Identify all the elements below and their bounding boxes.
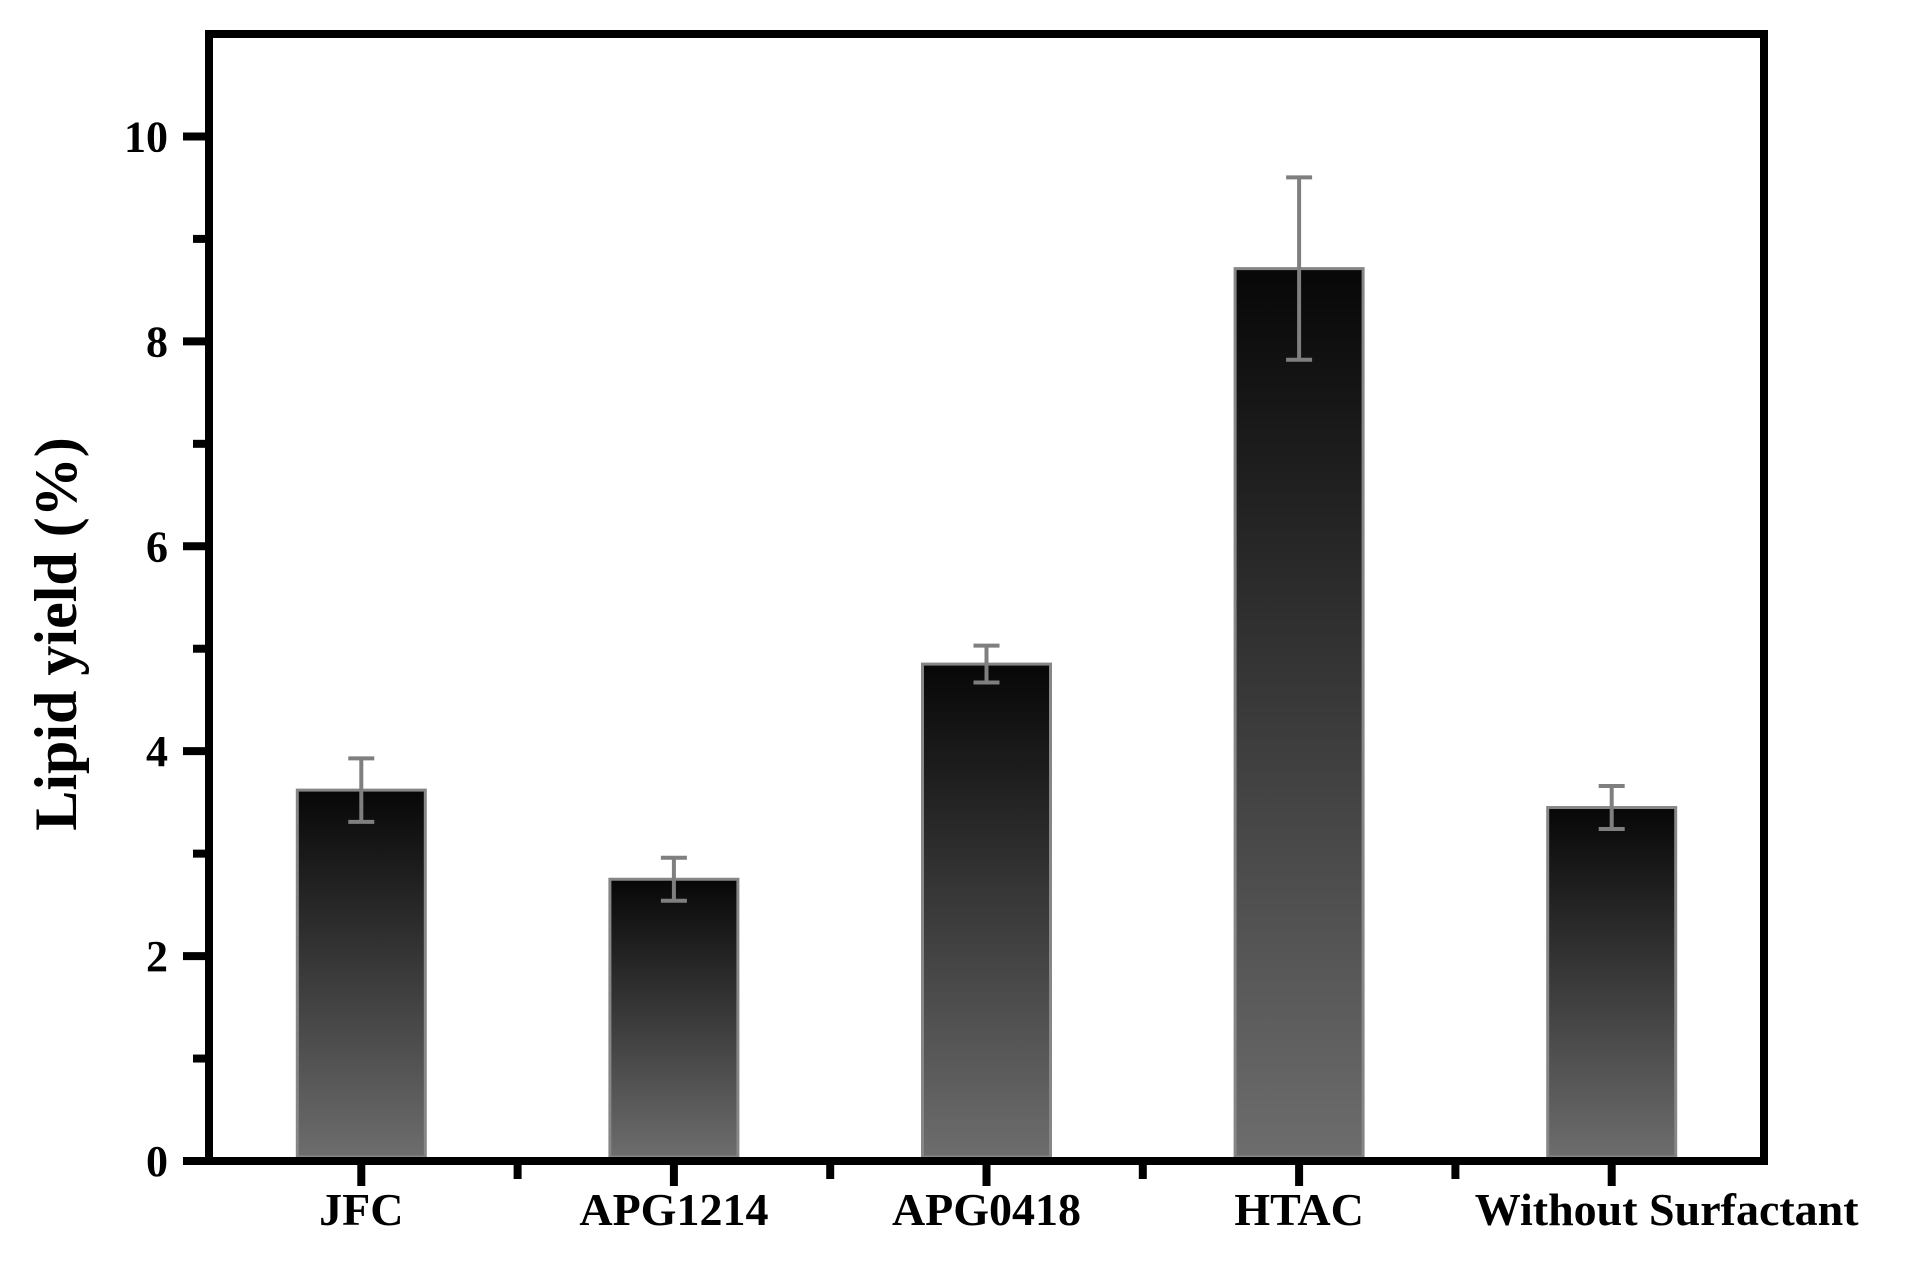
bar-apg1214 [608, 877, 740, 1159]
x-axis-ticks: JFC APG1214 APG0418 HTAC Without Surfactant [319, 1165, 1859, 1235]
bar-jfc [295, 788, 427, 1159]
y-tick-label: 4 [146, 727, 168, 776]
y-axis-title: Lipid yield (%) [23, 437, 89, 831]
axes-frame [205, 30, 1768, 1165]
bar-apg0418 [921, 662, 1052, 1159]
bar-htac [1233, 267, 1365, 1159]
y-tick-label: 10 [124, 112, 168, 161]
x-tick-label: JFC [319, 1184, 403, 1235]
error-bars-group [348, 175, 1625, 903]
y-tick-label: 0 [146, 1137, 168, 1186]
y-tick-label: 8 [146, 317, 168, 366]
x-tick-label: Without Surfactant [1475, 1184, 1859, 1235]
y-tick-label: 6 [146, 522, 168, 571]
bars-group [295, 267, 1678, 1159]
x-tick-label: HTAC [1234, 1184, 1364, 1235]
x-tick-label: APG0418 [892, 1184, 1081, 1235]
x-tick-label: APG1214 [579, 1184, 768, 1235]
bar-without-surfactant [1546, 806, 1678, 1159]
y-tick-label: 2 [146, 932, 168, 981]
y-axis-ticks: 0 2 4 6 8 10 [124, 112, 205, 1186]
